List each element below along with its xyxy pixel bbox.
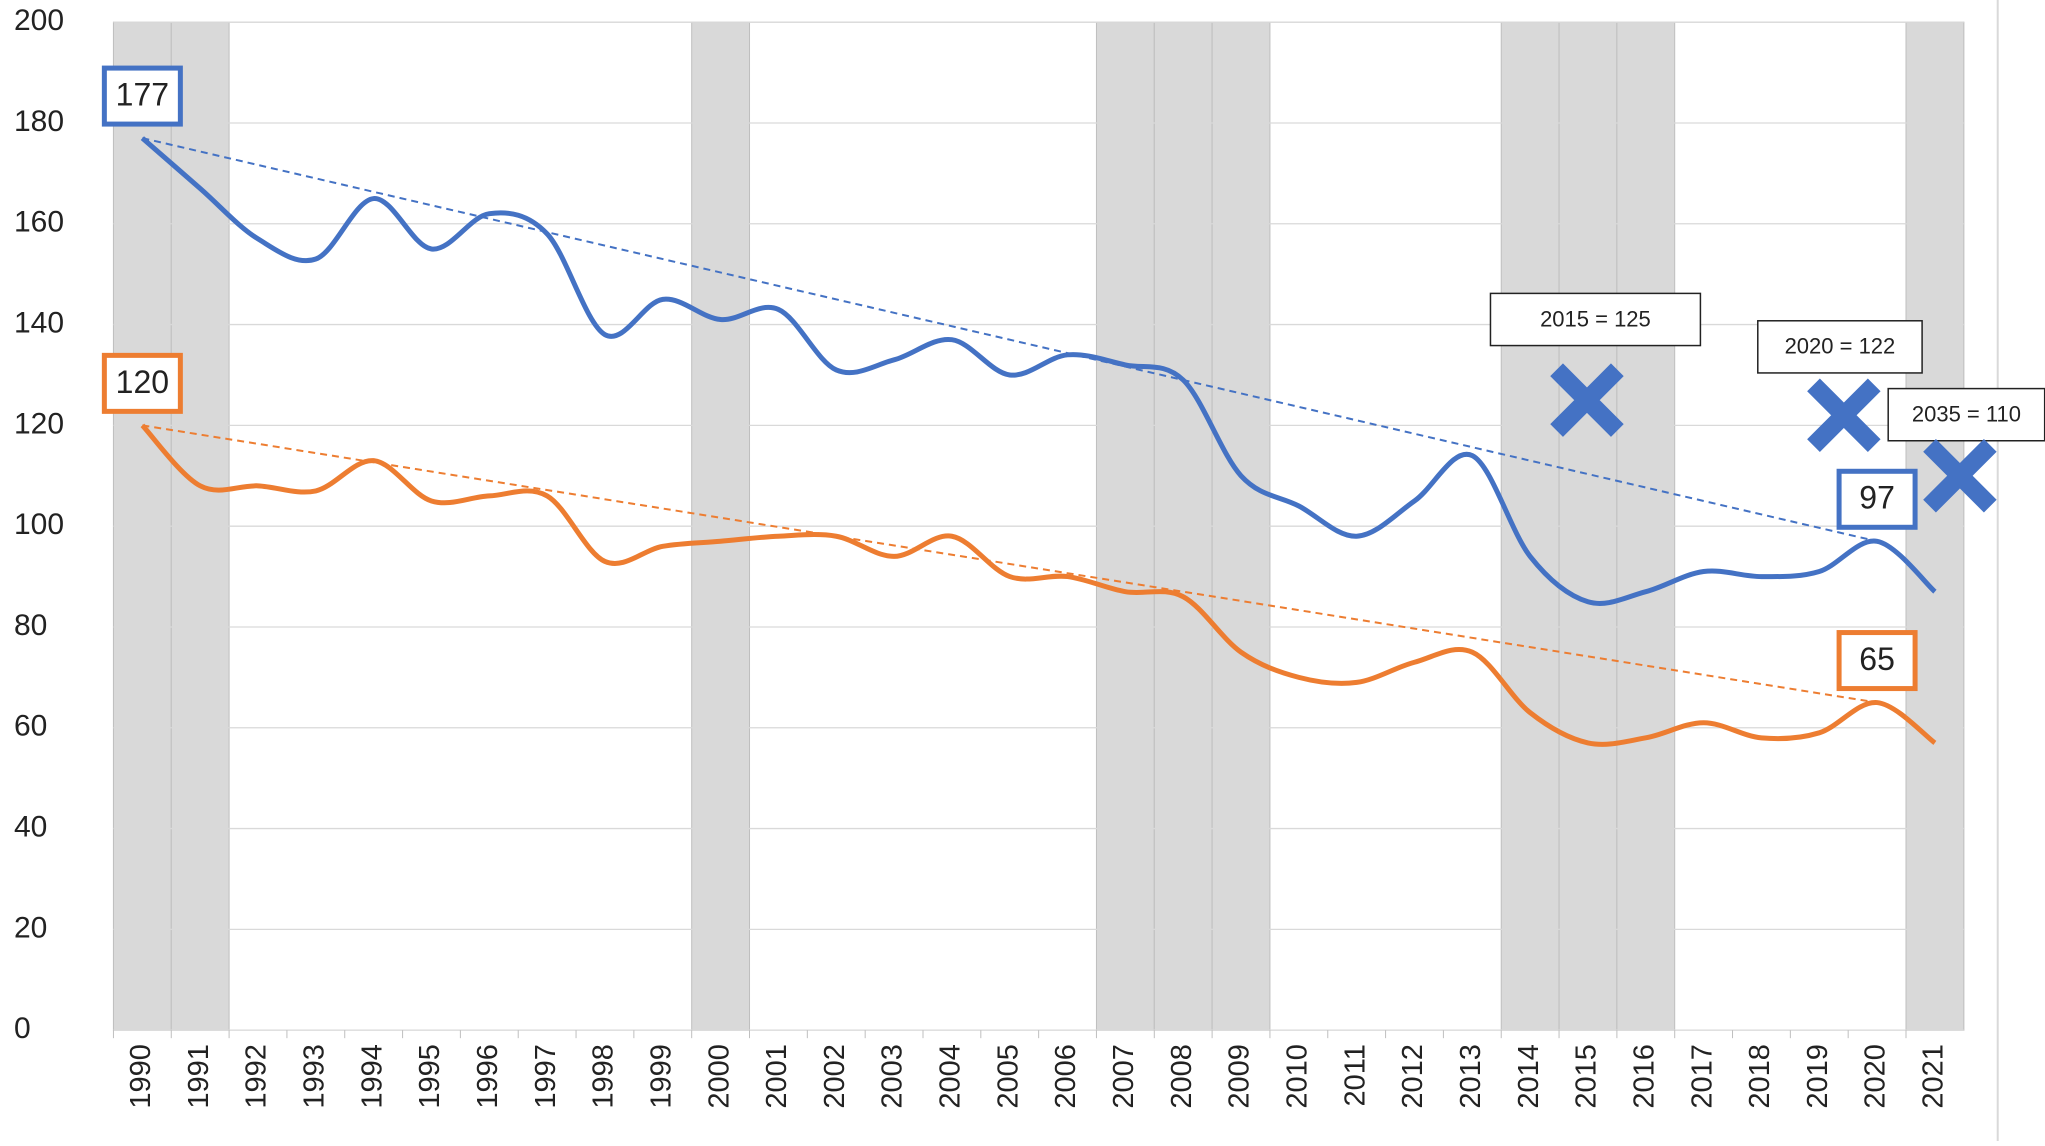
x-tick-label: 1993 [298,1044,330,1109]
x-tick-label: 1997 [530,1044,562,1109]
x-tick-label: 2011 [1339,1044,1371,1106]
x-tick-label: 1999 [645,1044,677,1109]
annotation-box [1757,320,1923,374]
x-tick-label: 2004 [935,1044,967,1109]
series-line [140,136,1937,606]
y-tick-label: 0 [14,1012,31,1045]
value-label: 120 [116,364,169,400]
x-tick-label: 2003 [877,1044,909,1109]
y-tick-label: 160 [14,206,64,239]
value-label: 65 [1859,641,1895,677]
y-tick-label: 120 [14,407,64,440]
value-label-box [101,352,183,414]
y-tick-label: 180 [14,105,64,138]
annotation-label: 2035 = 110 [1912,401,2021,426]
y-tick-label: 20 [14,911,47,944]
y-tick-label: 140 [14,306,64,339]
annotation-label: 2020 = 122 [1785,334,1896,359]
x-tick-label: 1990 [125,1044,157,1109]
trend-line [142,137,1878,543]
annotation-marker [1550,363,1624,437]
x-tick-label: 2019 [1802,1044,1834,1109]
x-tick-label: 1994 [356,1044,388,1109]
value-label-box [1836,630,1918,692]
x-tick-label: 2000 [703,1044,735,1109]
y-tick-label: 100 [14,508,64,541]
x-tick-label: 2007 [1108,1044,1140,1109]
value-label-box [1836,468,1918,530]
value-label: 177 [116,77,169,113]
x-tick-label: 2002 [819,1044,851,1109]
x-tick-label: 2018 [1744,1044,1776,1109]
y-tick-label: 40 [14,810,47,843]
x-tick-label: 2010 [1282,1044,1314,1109]
y-tick-label: 60 [14,710,47,743]
x-tick-label: 1998 [588,1044,620,1109]
x-tick-label: 1991 [183,1044,215,1109]
trend-line [142,424,1878,704]
x-tick-label: 2015 [1571,1044,1603,1109]
y-tick-label: 200 [14,4,64,37]
y-tick-label: 80 [14,609,47,642]
annotation-box [1887,387,2045,442]
annotation-marker [1923,439,1997,513]
x-tick-label: 2020 [1860,1044,1892,1109]
value-label-box [101,65,183,127]
annotation-label: 2015 = 125 [1540,306,1651,331]
annotation-marker [1807,378,1881,453]
x-tick-label: 2017 [1686,1044,1718,1109]
x-tick-label: 2012 [1397,1044,1429,1109]
value-label: 97 [1859,480,1895,516]
x-tick-label: 2009 [1224,1044,1256,1109]
x-tick-label: 1995 [414,1044,446,1109]
x-tick-label: 1992 [241,1044,273,1109]
annotation-box [1489,292,1702,347]
x-tick-label: 2013 [1455,1044,1487,1109]
x-tick-label: 2001 [761,1044,793,1109]
x-tick-label: 2005 [992,1044,1024,1109]
x-tick-label: 2008 [1166,1044,1198,1109]
x-tick-label: 2006 [1050,1044,1082,1109]
x-tick-label: 2021 [1918,1044,1950,1109]
series-line [140,423,1937,747]
x-tick-label: 2014 [1513,1044,1545,1109]
x-tick-label: 1996 [472,1044,504,1109]
x-tick-label: 2016 [1628,1044,1660,1109]
